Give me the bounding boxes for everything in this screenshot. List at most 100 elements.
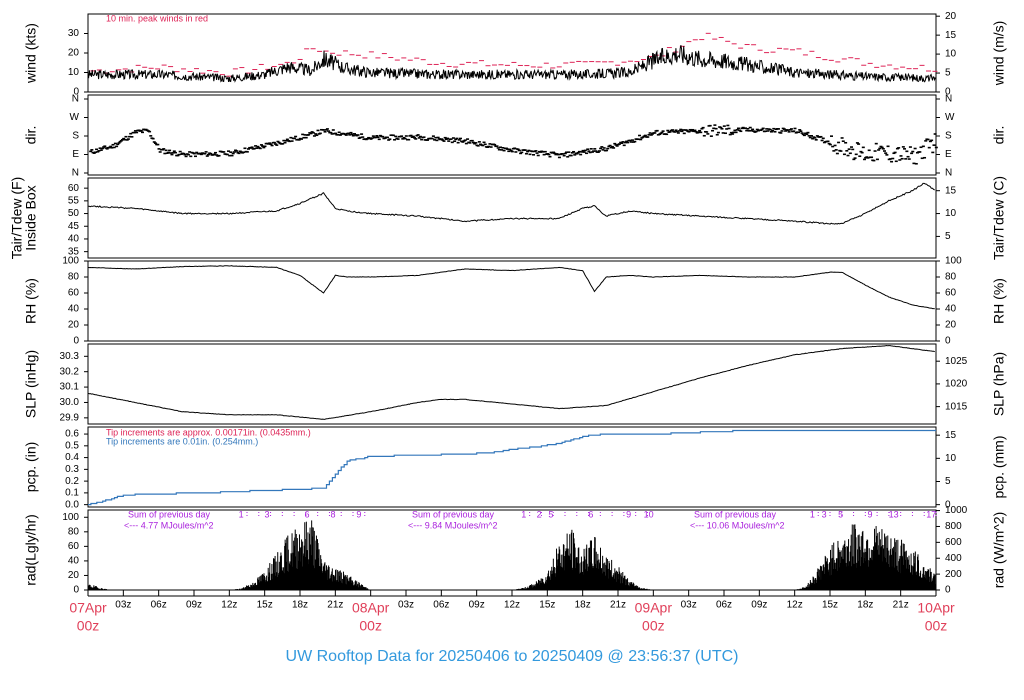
ticklabel-left-temp: 40: [68, 234, 80, 245]
ticklabel-right-slp: 1025: [945, 356, 968, 367]
ylabel-left-pcp: pcp. (in): [23, 442, 39, 493]
ticklabel-left-temp: 45: [68, 221, 80, 232]
ticklabel-right-rad: 1000: [945, 505, 968, 516]
ticklabel-left-rad: 0: [73, 585, 79, 596]
rad-hour-mark: 9: [868, 509, 873, 519]
panel-frame-rad: [87, 509, 937, 591]
ylabel-left-dir: dir.: [23, 126, 39, 145]
ticklabel-right-dir: N: [945, 168, 952, 179]
ticklabel-left-rad: 40: [68, 556, 80, 567]
x-tick-label: 09z: [751, 600, 767, 611]
ticklabel-left-temp: 50: [68, 208, 80, 219]
ylabel-right-rad: rad (W/m^2): [991, 512, 1007, 589]
x-tick-label: 12z: [221, 600, 237, 611]
ticklabel-right-dir: N: [945, 94, 952, 105]
ticklabel-right-rad: 600: [945, 537, 962, 548]
x-tick-label: 03z: [115, 600, 131, 611]
x-tick-label: 18z: [292, 600, 308, 611]
ticklabel-right-pcp: 15: [945, 430, 957, 441]
ticklabel-left-dir: N: [72, 94, 79, 105]
x-tick-label: 03z: [398, 600, 414, 611]
x-tick-label: 21z: [893, 600, 909, 611]
rad-hour-mark: 9: [626, 509, 631, 519]
x-tick-label: 15z: [539, 600, 555, 611]
ticklabel-left-pcp: 0.2: [65, 476, 79, 487]
rad-hour-mark: 5: [548, 509, 553, 519]
x-tick-label: 18z: [857, 600, 873, 611]
x-tick-label: 09z: [186, 600, 202, 611]
rad-sum-value: <--- 10.06 MJoules/m^2: [690, 520, 785, 530]
ticklabel-left-slp: 29.9: [60, 412, 80, 423]
x-tick-label: 12z: [504, 600, 520, 611]
ticklabel-left-dir: W: [70, 112, 80, 123]
ticklabel-left-slp: 30.1: [60, 382, 80, 393]
x-date-label: 10Apr: [917, 600, 955, 616]
panel-frame-dir: [87, 94, 937, 176]
ticklabel-right-slp: 1020: [945, 379, 968, 390]
ylabel-left-slp: SLP (inHg): [23, 350, 39, 418]
ticklabel-left-rh: 80: [68, 272, 80, 283]
ticklabel-right-rh: 20: [945, 320, 957, 331]
ticklabel-left-slp: 30.3: [60, 351, 80, 362]
ticklabel-right-rad: 0: [945, 585, 951, 596]
ticklabel-left-wind: 30: [68, 28, 80, 39]
ticklabel-right-temp: 15: [945, 185, 957, 196]
x-tick-label: 15z: [257, 600, 273, 611]
ticklabel-right-rh: 100: [945, 256, 962, 267]
ticklabel-left-rh: 60: [68, 288, 80, 299]
x-date-hour: 00z: [925, 618, 948, 634]
ticklabel-left-rad: 80: [68, 526, 80, 537]
ylabel-left-wind: wind (kts): [23, 23, 39, 84]
rad-sum-value: <--- 4.77 MJoules/m^2: [124, 520, 214, 530]
rad-sum-label: Sum of previous day: [128, 509, 211, 519]
ylabel-right-slp: SLP (hPa): [991, 352, 1007, 416]
ticklabel-right-slp: 1015: [945, 401, 968, 412]
ticklabel-right-wind: 10: [945, 49, 957, 60]
rh-series: [87, 265, 935, 310]
rad-hour-mark: 13: [889, 509, 899, 519]
ticklabel-right-temp: 10: [945, 208, 957, 219]
panel-rad: rad(Lgly/hr) rad (W/m^2)02040608010002004…: [23, 505, 1007, 595]
x-tick-label: 21z: [327, 600, 343, 611]
ticklabel-left-pcp: 0.4: [65, 452, 79, 463]
ticklabel-left-slp: 30.0: [60, 397, 80, 408]
ticklabel-right-pcp: 10: [945, 453, 957, 464]
x-tick-label: 06z: [433, 600, 449, 611]
x-date-label: 09Apr: [635, 600, 673, 616]
rad-hour-mark: 10: [644, 509, 654, 519]
ticklabel-right-rh: 80: [945, 272, 957, 283]
rad-hour-mark: 3: [822, 509, 827, 519]
ticklabel-right-dir: S: [945, 131, 952, 142]
ticklabel-left-rh: 0: [73, 336, 79, 347]
x-tick-label: 12z: [787, 600, 803, 611]
ticklabel-left-slp: 30.2: [60, 366, 80, 377]
ticklabel-left-pcp: 0.6: [65, 429, 79, 440]
ticklabel-left-rh: 40: [68, 304, 80, 315]
rad-sum-value: <--- 9.84 MJoules/m^2: [408, 520, 498, 530]
x-tick-label: 15z: [822, 600, 838, 611]
ticklabel-right-temp: 5: [945, 231, 951, 242]
ticklabel-left-wind: 0: [73, 87, 79, 98]
ticklabel-right-rad: 800: [945, 521, 962, 532]
ticklabel-right-pcp: 0: [945, 499, 951, 510]
x-tick-label: 21z: [610, 600, 626, 611]
ticklabel-left-rad: 100: [62, 512, 79, 523]
rad-hour-mark: 3: [265, 509, 270, 519]
ticklabel-right-rh: 40: [945, 304, 957, 315]
rad-hour-mark: 1: [239, 509, 244, 519]
ticklabel-right-pcp: 5: [945, 476, 951, 487]
rad-hour-mark: 5: [838, 509, 843, 519]
rad-hour-mark: 17: [926, 509, 936, 519]
rad-hour-mark: 6: [588, 509, 593, 519]
ticklabel-left-wind: 10: [68, 67, 80, 78]
rad-hour-mark: 8: [330, 509, 335, 519]
ylabel-left-rh: RH (%): [23, 278, 39, 324]
ticklabel-right-rad: 400: [945, 553, 962, 564]
panel-wind: wind (kts) wind (m/s) 0 10 20 30 0 5 10 15 20 10 mi…: [23, 11, 1007, 98]
ticklabel-right-dir: E: [945, 149, 952, 160]
ylabel-right-dir: dir.: [991, 126, 1007, 145]
x-date-label: 07Apr: [69, 600, 107, 616]
ticklabel-left-dir: S: [72, 131, 79, 142]
